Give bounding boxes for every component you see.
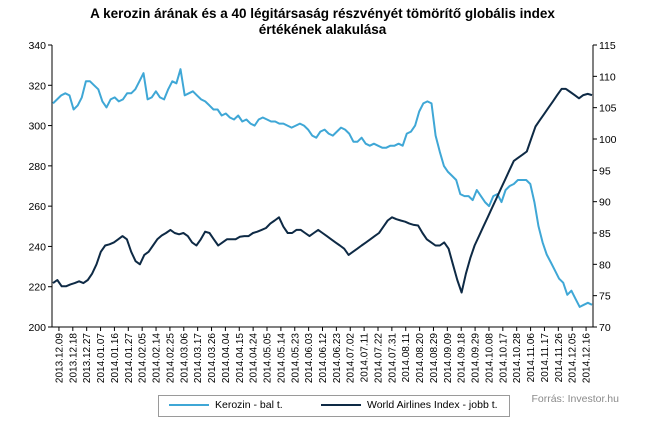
x-tick-label: 2014.01.16 bbox=[110, 333, 121, 383]
x-tick-label: 2014.08.11 bbox=[401, 333, 412, 383]
left-tick-label: 280 bbox=[28, 161, 46, 173]
x-tick-label: 2014.02.14 bbox=[152, 333, 163, 383]
chart-legend: Kerozin - bal t. World Airlines Index - … bbox=[158, 395, 510, 417]
x-tick-label: 2013.12.27 bbox=[82, 333, 93, 383]
right-tick-label: 70 bbox=[599, 322, 611, 334]
chart-title: A kerozin árának és a 40 légitársaság ré… bbox=[0, 6, 645, 38]
right-tick-label: 105 bbox=[599, 103, 617, 115]
right-axis-ticks: 70 75 80 85 90 95 100 105 110 115 bbox=[593, 40, 617, 334]
x-tick-label: 2014.09.09 bbox=[443, 333, 454, 383]
x-tick-label: 2014.04.15 bbox=[235, 333, 246, 383]
left-axis-ticks: 200 220 240 260 280 300 320 340 bbox=[28, 40, 52, 334]
left-tick-label: 260 bbox=[28, 201, 46, 213]
x-tick-label: 2014.06.23 bbox=[332, 333, 343, 383]
left-tick-label: 300 bbox=[28, 121, 46, 133]
right-tick-label: 80 bbox=[599, 259, 611, 271]
left-tick-label: 200 bbox=[28, 322, 46, 334]
x-tick-label: 2014.11.17 bbox=[540, 333, 551, 383]
x-tick-label: 2014.10.17 bbox=[498, 333, 509, 383]
right-tick-label: 85 bbox=[599, 228, 611, 240]
left-tick-label: 220 bbox=[28, 282, 46, 294]
x-tick-label: 2014.06.12 bbox=[318, 333, 329, 383]
x-axis-ticks: 2013.12.09 2013.12.18 2013.12.27 2014.01.07… bbox=[54, 327, 593, 383]
x-tick-label: 2014.11.26 bbox=[554, 333, 565, 383]
x-tick-label: 2014.07.22 bbox=[373, 333, 384, 383]
right-tick-label: 100 bbox=[599, 134, 617, 146]
right-tick-label: 110 bbox=[599, 71, 616, 83]
x-tick-label: 2014.12.05 bbox=[568, 333, 579, 383]
x-tick-label: 2014.12.16 bbox=[582, 333, 593, 383]
x-tick-label: 2014.07.02 bbox=[346, 333, 357, 383]
left-tick-label: 340 bbox=[28, 40, 46, 52]
x-tick-label: 2014.05.14 bbox=[276, 333, 287, 383]
legend-swatch-index bbox=[321, 404, 361, 406]
x-tick-label: 2014.03.06 bbox=[179, 333, 190, 383]
right-tick-label: 75 bbox=[599, 291, 611, 303]
x-tick-label: 2014.09.29 bbox=[471, 333, 482, 383]
x-tick-label: 2014.08.20 bbox=[415, 333, 426, 383]
right-tick-label: 115 bbox=[599, 40, 616, 52]
x-tick-label: 2013.12.18 bbox=[68, 333, 79, 383]
left-tick-label: 320 bbox=[28, 80, 46, 92]
chart-title-line1: A kerozin árának és a 40 légitársaság ré… bbox=[90, 6, 555, 21]
legend-label-kerozin: Kerozin - bal t. bbox=[215, 399, 283, 411]
legend-swatch-kerozin bbox=[169, 404, 209, 406]
series-line-kerozin bbox=[52, 68, 593, 308]
x-tick-label: 2014.09.18 bbox=[457, 333, 468, 383]
legend-item-kerozin: Kerozin - bal t. bbox=[169, 399, 283, 411]
x-tick-label: 2014.05.23 bbox=[290, 333, 301, 383]
right-tick-label: 90 bbox=[599, 197, 611, 209]
x-tick-label: 2014.07.11 bbox=[360, 333, 371, 383]
x-tick-label: 2014.11.06 bbox=[526, 333, 537, 383]
left-tick-label: 240 bbox=[28, 241, 46, 253]
right-tick-label: 95 bbox=[599, 165, 611, 177]
x-tick-label: 2014.03.26 bbox=[207, 333, 218, 383]
x-tick-label: 2014.02.05 bbox=[138, 333, 149, 383]
legend-item-index: World Airlines Index - jobb t. bbox=[321, 399, 498, 411]
x-tick-label: 2014.04.04 bbox=[221, 333, 232, 383]
x-tick-label: 2014.07.31 bbox=[387, 333, 398, 383]
x-tick-label: 2014.08.29 bbox=[429, 333, 440, 383]
x-tick-label: 2014.03.17 bbox=[193, 333, 204, 383]
x-tick-label: 2014.06.03 bbox=[304, 333, 315, 383]
x-tick-label: 2014.05.05 bbox=[263, 333, 274, 383]
x-tick-label: 2014.10.08 bbox=[484, 333, 495, 383]
legend-label-index: World Airlines Index - jobb t. bbox=[367, 399, 498, 411]
series-line-world-airlines-index bbox=[52, 87, 593, 294]
x-tick-label: 2014.10.28 bbox=[512, 333, 523, 383]
source-note: Forrás: Investor.hu bbox=[531, 393, 619, 405]
chart-title-line2: értékének alakulása bbox=[258, 22, 387, 37]
x-tick-label: 2014.02.25 bbox=[165, 333, 176, 383]
chart-series bbox=[52, 68, 593, 308]
x-tick-label: 2013.12.09 bbox=[54, 333, 65, 383]
x-tick-label: 2014.01.07 bbox=[96, 333, 107, 383]
x-tick-label: 2014.04.24 bbox=[249, 333, 260, 383]
x-tick-label: 2014.01.27 bbox=[124, 333, 135, 383]
